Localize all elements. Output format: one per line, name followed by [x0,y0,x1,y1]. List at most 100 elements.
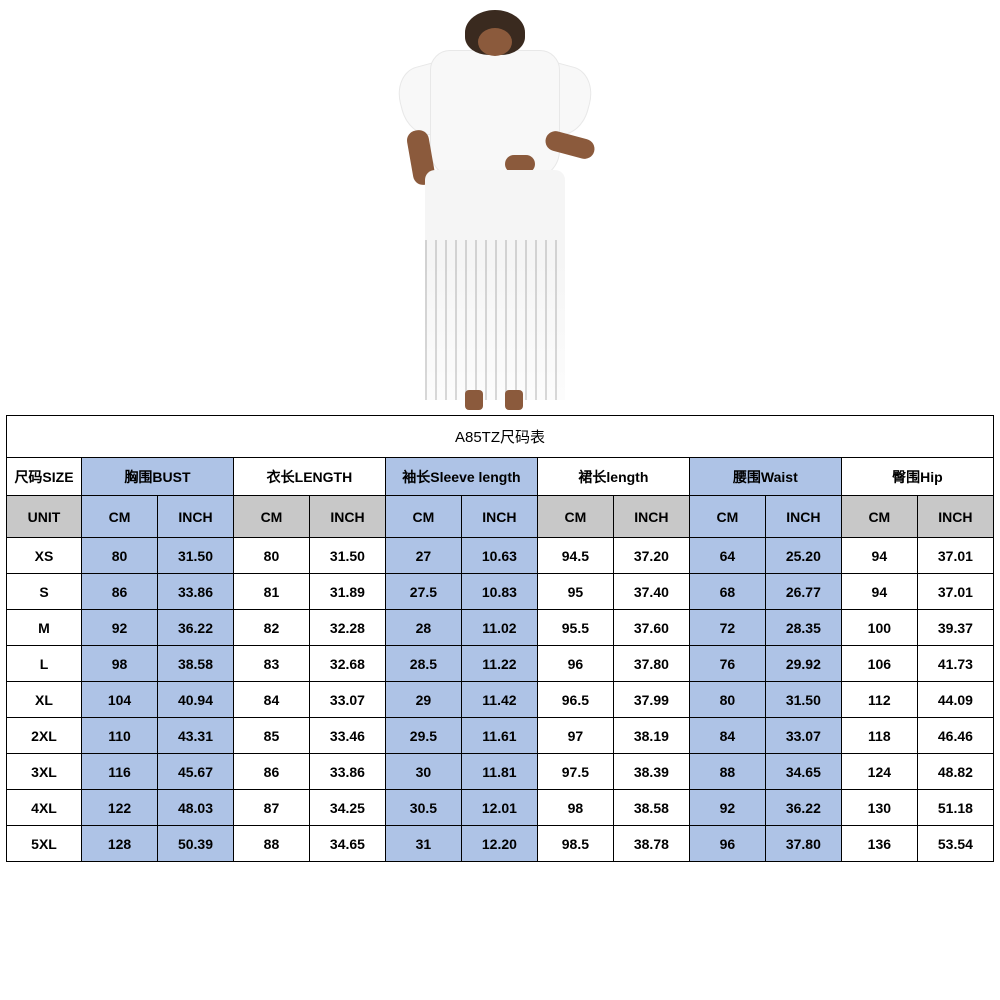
data-cell: 37.20 [613,538,689,574]
unit-cell: CM [689,496,765,538]
data-cell: 94 [841,538,917,574]
table-row: XL10440.948433.072911.4296.537.998031.50… [7,682,994,718]
data-cell: 110 [82,718,158,754]
unit-cell: INCH [461,496,537,538]
size-cell: XS [7,538,82,574]
column-header: 腰围Waist [689,458,841,496]
data-cell: 96.5 [537,682,613,718]
data-cell: 29 [385,682,461,718]
size-cell: M [7,610,82,646]
data-cell: 98 [537,790,613,826]
data-cell: 28.35 [765,610,841,646]
data-cell: 82 [233,610,309,646]
table-row: XS8031.508031.502710.6394.537.206425.209… [7,538,994,574]
data-cell: 28 [385,610,461,646]
data-cell: 46.46 [917,718,993,754]
data-cell: 11.61 [461,718,537,754]
data-cell: 80 [82,538,158,574]
column-header: 衣长LENGTH [233,458,385,496]
data-cell: 50.39 [157,826,233,862]
unit-cell: CM [82,496,158,538]
data-cell: 43.31 [157,718,233,754]
data-cell: 64 [689,538,765,574]
table-row: 5XL12850.398834.653112.2098.538.789637.8… [7,826,994,862]
data-cell: 87 [233,790,309,826]
data-cell: 27 [385,538,461,574]
data-cell: 53.54 [917,826,993,862]
data-cell: 130 [841,790,917,826]
data-cell: 33.07 [309,682,385,718]
data-cell: 48.82 [917,754,993,790]
data-cell: 37.01 [917,574,993,610]
data-cell: 83 [233,646,309,682]
data-cell: 38.58 [613,790,689,826]
data-cell: 11.22 [461,646,537,682]
data-cell: 11.81 [461,754,537,790]
size-table: A85TZ尺码表 尺码SIZE 胸围BUST衣长LENGTH袖长Sleeve l… [6,415,994,862]
data-cell: 44.09 [917,682,993,718]
unit-cell: CM [537,496,613,538]
data-cell: 106 [841,646,917,682]
data-cell: 10.83 [461,574,537,610]
data-cell: 96 [537,646,613,682]
table-row: L9838.588332.6828.511.229637.807629.9210… [7,646,994,682]
data-cell: 37.40 [613,574,689,610]
data-cell: 30 [385,754,461,790]
data-cell: 37.60 [613,610,689,646]
data-cell: 33.86 [157,574,233,610]
data-cell: 36.22 [765,790,841,826]
data-cell: 98 [82,646,158,682]
data-cell: 112 [841,682,917,718]
data-cell: 96 [689,826,765,862]
data-cell: 80 [233,538,309,574]
data-cell: 33.07 [765,718,841,754]
data-cell: 86 [82,574,158,610]
data-cell: 94.5 [537,538,613,574]
data-cell: 45.67 [157,754,233,790]
data-cell: 39.37 [917,610,993,646]
data-cell: 81 [233,574,309,610]
data-cell: 92 [82,610,158,646]
column-header: 袖长Sleeve length [385,458,537,496]
data-cell: 136 [841,826,917,862]
data-cell: 38.19 [613,718,689,754]
table-title-row: A85TZ尺码表 [7,416,994,458]
data-cell: 37.80 [613,646,689,682]
dress-figure [370,10,630,410]
size-cell: 3XL [7,754,82,790]
data-cell: 36.22 [157,610,233,646]
data-cell: 31.89 [309,574,385,610]
unit-cell: INCH [157,496,233,538]
data-cell: 51.18 [917,790,993,826]
data-cell: 88 [689,754,765,790]
data-cell: 97.5 [537,754,613,790]
unit-cell: INCH [309,496,385,538]
data-cell: 76 [689,646,765,682]
data-cell: 29.92 [765,646,841,682]
size-cell: L [7,646,82,682]
table-row: M9236.228232.282811.0295.537.607228.3510… [7,610,994,646]
data-cell: 32.28 [309,610,385,646]
data-cell: 95.5 [537,610,613,646]
size-header: 尺码SIZE [7,458,82,496]
data-cell: 118 [841,718,917,754]
data-cell: 31.50 [309,538,385,574]
data-cell: 100 [841,610,917,646]
column-header: 臀围Hip [841,458,993,496]
data-cell: 98.5 [537,826,613,862]
data-cell: 86 [233,754,309,790]
data-cell: 38.78 [613,826,689,862]
data-cell: 32.68 [309,646,385,682]
data-cell: 12.20 [461,826,537,862]
data-cell: 34.25 [309,790,385,826]
size-chart: A85TZ尺码表 尺码SIZE 胸围BUST衣长LENGTH袖长Sleeve l… [6,415,994,862]
data-cell: 88 [233,826,309,862]
data-cell: 40.94 [157,682,233,718]
column-header: 胸围BUST [82,458,234,496]
data-cell: 12.01 [461,790,537,826]
data-cell: 28.5 [385,646,461,682]
data-cell: 37.99 [613,682,689,718]
data-cell: 31 [385,826,461,862]
data-cell: 11.42 [461,682,537,718]
data-cell: 33.46 [309,718,385,754]
